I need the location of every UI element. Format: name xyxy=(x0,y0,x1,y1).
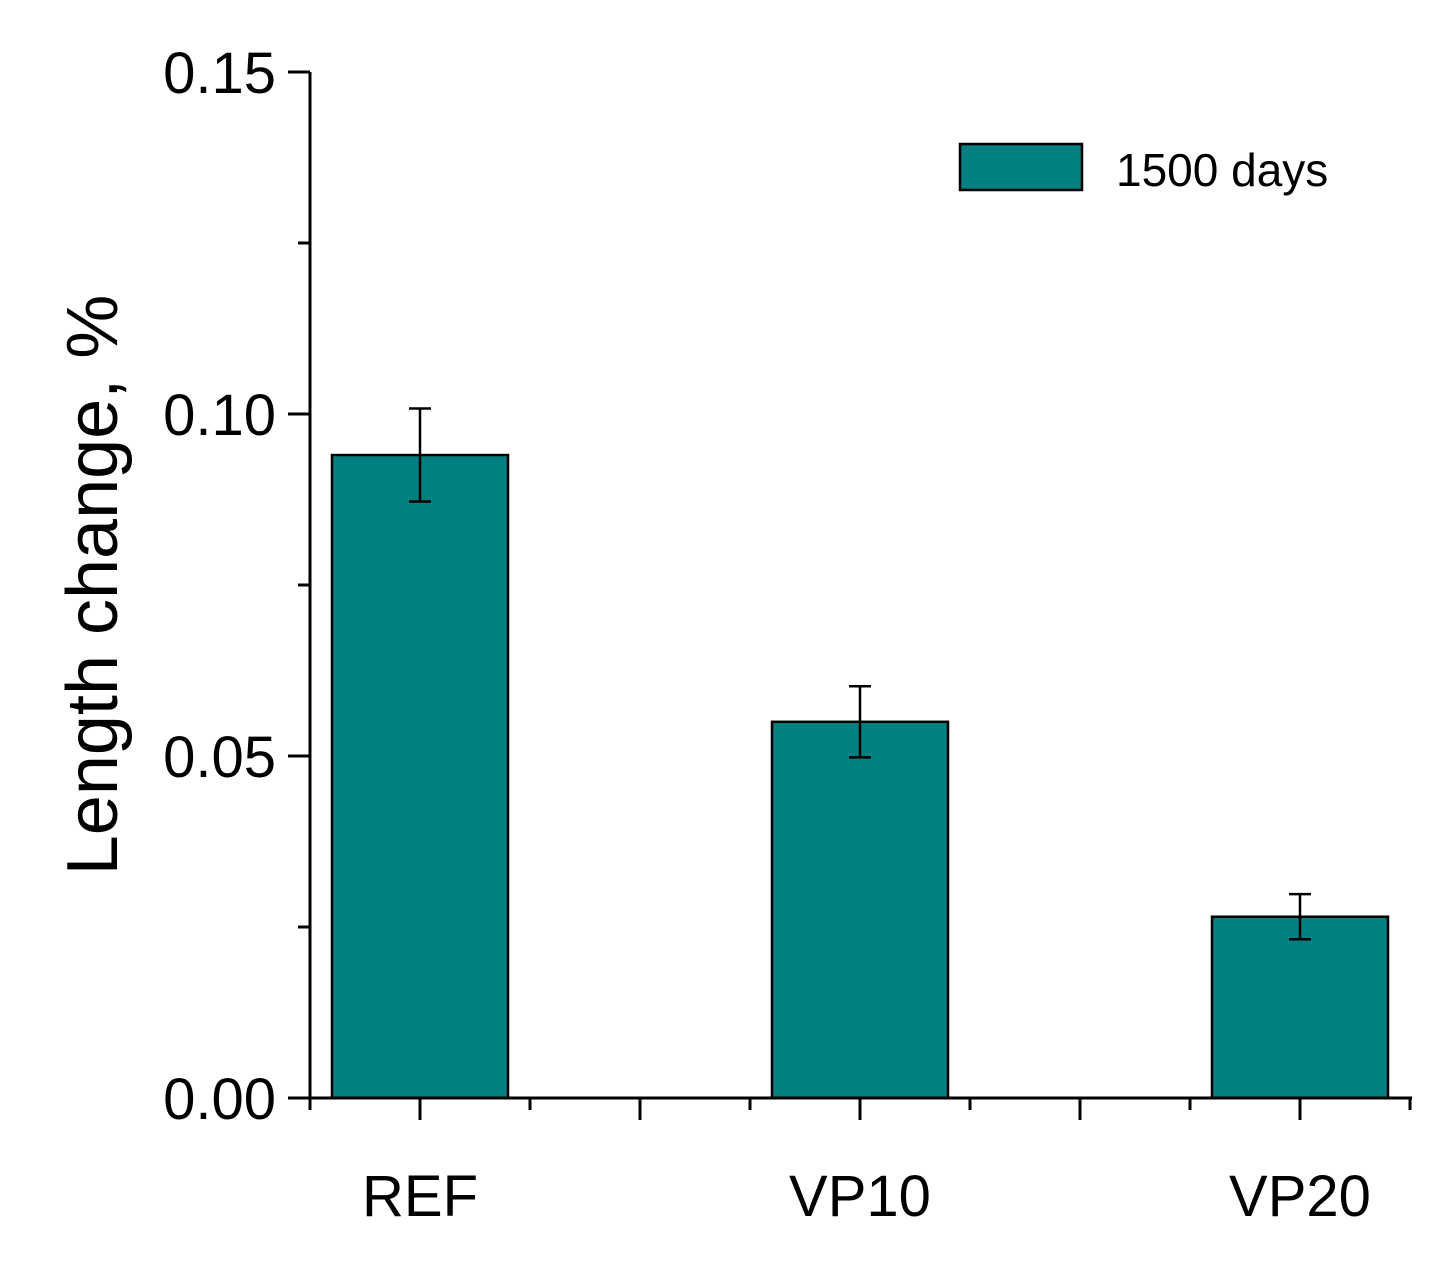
x-tick-label-vp10: VP10 xyxy=(789,1164,931,1229)
legend: 1500 days xyxy=(958,142,1328,196)
error-bar-vp20 xyxy=(1289,892,1311,941)
error-bars-group xyxy=(409,407,1311,941)
x-ticks-group: REF VP10 VP20 xyxy=(308,1098,1412,1229)
x-tick-label-ref: REF xyxy=(362,1164,478,1229)
bars-group xyxy=(330,453,1390,1100)
bar-vp20 xyxy=(1210,915,1390,1100)
error-bar-vp10 xyxy=(849,684,871,759)
y-ticks-group: 0.00 0.05 0.10 0.15 xyxy=(163,41,310,1132)
y-tick-label: 0.10 xyxy=(163,383,276,448)
error-bar-ref xyxy=(409,407,431,503)
y-axis-title: Length change, % xyxy=(53,295,133,875)
bar-ref xyxy=(330,453,510,1100)
legend-swatch xyxy=(958,142,1084,192)
bar-vp10 xyxy=(770,720,950,1100)
y-tick-label: 0.00 xyxy=(163,1067,276,1132)
y-tick-label: 0.05 xyxy=(163,725,276,790)
legend-label: 1500 days xyxy=(1116,144,1328,196)
x-tick-label-vp20: VP20 xyxy=(1229,1164,1371,1229)
y-tick-label: 0.15 xyxy=(163,41,276,106)
